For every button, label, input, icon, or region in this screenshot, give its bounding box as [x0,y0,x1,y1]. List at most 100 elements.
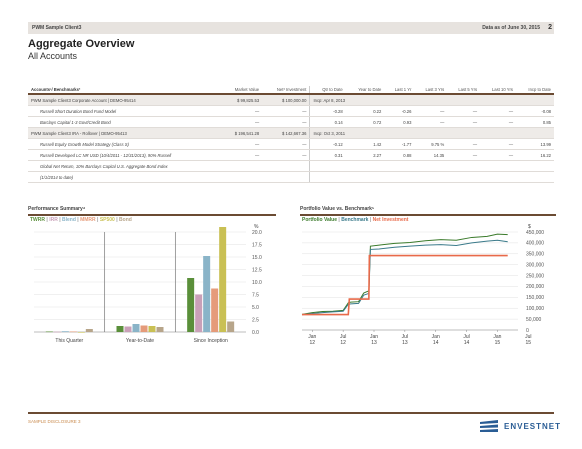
page-number: 2 [548,24,552,31]
y-tick-label: 15.0 [252,255,262,261]
table-cell: — [447,105,481,117]
bar [77,332,85,333]
table-cell: — [447,138,481,150]
bar [132,324,140,332]
as-of-date: Data as of June 30, 2015 [482,25,540,31]
table-cell: 14.35 [414,149,448,161]
table-row: Barclays Capital 1-3 Govt/Credit Bond — —0… [28,116,554,128]
table-row: Global Net Return, 10% Barclays Capital … [28,160,554,172]
bar [124,326,132,332]
column-header: Year to Date [345,86,385,95]
y-tick-label: 300,000 [526,262,544,268]
table-cell [309,171,554,183]
y-unit-label: % [254,224,259,230]
table-cell: — [480,138,517,150]
bar [227,321,235,332]
column-header: Accounts¹/ Benchmarks² [28,86,222,95]
bar [140,325,148,332]
y-tick-label: 17.5 [252,242,262,248]
envestnet-logo-icon [480,420,498,432]
y-tick-label: 50,000 [526,317,542,323]
x-tick-label: 13 [371,340,377,346]
table-cell: Incp: Apr 8, 2013 [309,94,554,106]
y-tick-label: 5.0 [252,305,259,311]
x-tick-label: 12 [340,340,346,346]
perf-bar-chart: %20.0 17.5 15.0 12.5 10.0 7.5 5.0 2.5 0.0 This Qu… [34,224,262,344]
table-row: Russell Short Duration Bond Fund Model — —… [28,105,554,117]
y-unit-label: $ [528,224,531,230]
legend-item: IRR [49,217,58,223]
table-cell [309,160,554,172]
column-header: Qtr to Date [309,86,346,95]
accounts-table: Accounts¹/ Benchmarks² Market Value Net³ I… [28,86,554,183]
table-cell: -0.12 [309,138,346,150]
legend-item: Net Investment [372,217,409,223]
column-header: Last 3 Yrs [414,86,448,95]
table-cell: $ 142,667.36 [262,127,310,139]
table-cell [262,171,310,183]
bar [61,331,69,332]
table-cell: 0.88 [384,149,415,161]
legend-item: Benchmark [341,217,369,223]
legend-item: Portfolio Value [302,217,338,223]
table-cell: — [414,105,448,117]
table-cell [221,160,263,172]
table-cell: 0.31 [309,149,346,161]
column-header: Market Value [221,86,263,95]
y-tick-label: 200,000 [526,284,544,290]
y-tick-label: 0 [526,328,529,334]
table-cell: Barclays Capital 1-3 Govt/Credit Bond [28,116,222,128]
disclosure: SAMPLE DISCLOSURE 3 [28,419,81,424]
table-cell: -0.08 [516,105,554,117]
table-row: (1/1/2014 to date) [28,171,554,183]
table-cell: 1.42 [345,138,385,150]
legend-item: MMRR [80,217,96,223]
table-cell: 0.93 [384,116,415,128]
legend-item: Bond [119,217,132,223]
y-tick-label: 250,000 [526,273,544,279]
legend-separator: | [95,217,100,223]
legend-separator: | [75,217,81,223]
y-tick-label: 400,000 [526,241,544,247]
y-tick-label: 7.5 [252,292,259,298]
series-line [302,254,508,316]
bar [116,326,124,332]
y-tick-label: 100,000 [526,306,544,312]
brand-name: ENVESTNET [504,422,562,431]
x-tick-label: Year-to-Date [126,338,154,344]
bar [211,288,219,332]
bar [69,331,77,333]
pv-line-chart: $450,000 400,000 350,000 300,000 250,000 200,… [301,224,544,346]
bar [148,326,156,332]
table-cell: 13.99 [516,138,554,150]
table-row: PWM Sample Client3 Corporate Account | D… [28,94,554,106]
x-tick-label: Since Inception [194,338,228,344]
x-tick-label: 13 [402,340,408,346]
series-line [301,239,508,316]
table-cell: 16.22 [516,149,554,161]
table-cell: — [447,149,481,161]
table-cell: -0.26 [384,105,415,117]
legend-separator: | [114,217,120,223]
perf-legend: TWRR | IRR | Blend | MMRR | SP500 | Bond [30,217,132,223]
table-cell: PWM Sample Client3 Corporate Account | D… [28,94,222,106]
table-cell: — [221,116,263,128]
x-tick-label: Jul [463,334,469,340]
x-tick-label: 15 [526,340,532,346]
legend-item: SP500 [99,217,115,223]
table-cell [221,171,263,183]
table-cell: 2.27 [345,149,385,161]
x-tick-label: 15 [495,340,501,346]
column-header: Last 10 Yrs [480,86,517,95]
bar [45,331,53,333]
table-cell: 0.22 [345,105,385,117]
table-cell: (1/1/2014 to date) [28,171,222,183]
legend-item: Blend [62,217,76,223]
table-cell [262,160,310,172]
pv-chart-divider [300,214,556,216]
perf-summary-title: Performance Summary⁴ [28,206,86,212]
table-cell: 9.75 % [414,138,448,150]
x-tick-label: Jan [432,334,440,340]
table-cell: Russell Equity Growth Model Strategy (Cl… [28,138,222,150]
table-cell: — [480,149,517,161]
